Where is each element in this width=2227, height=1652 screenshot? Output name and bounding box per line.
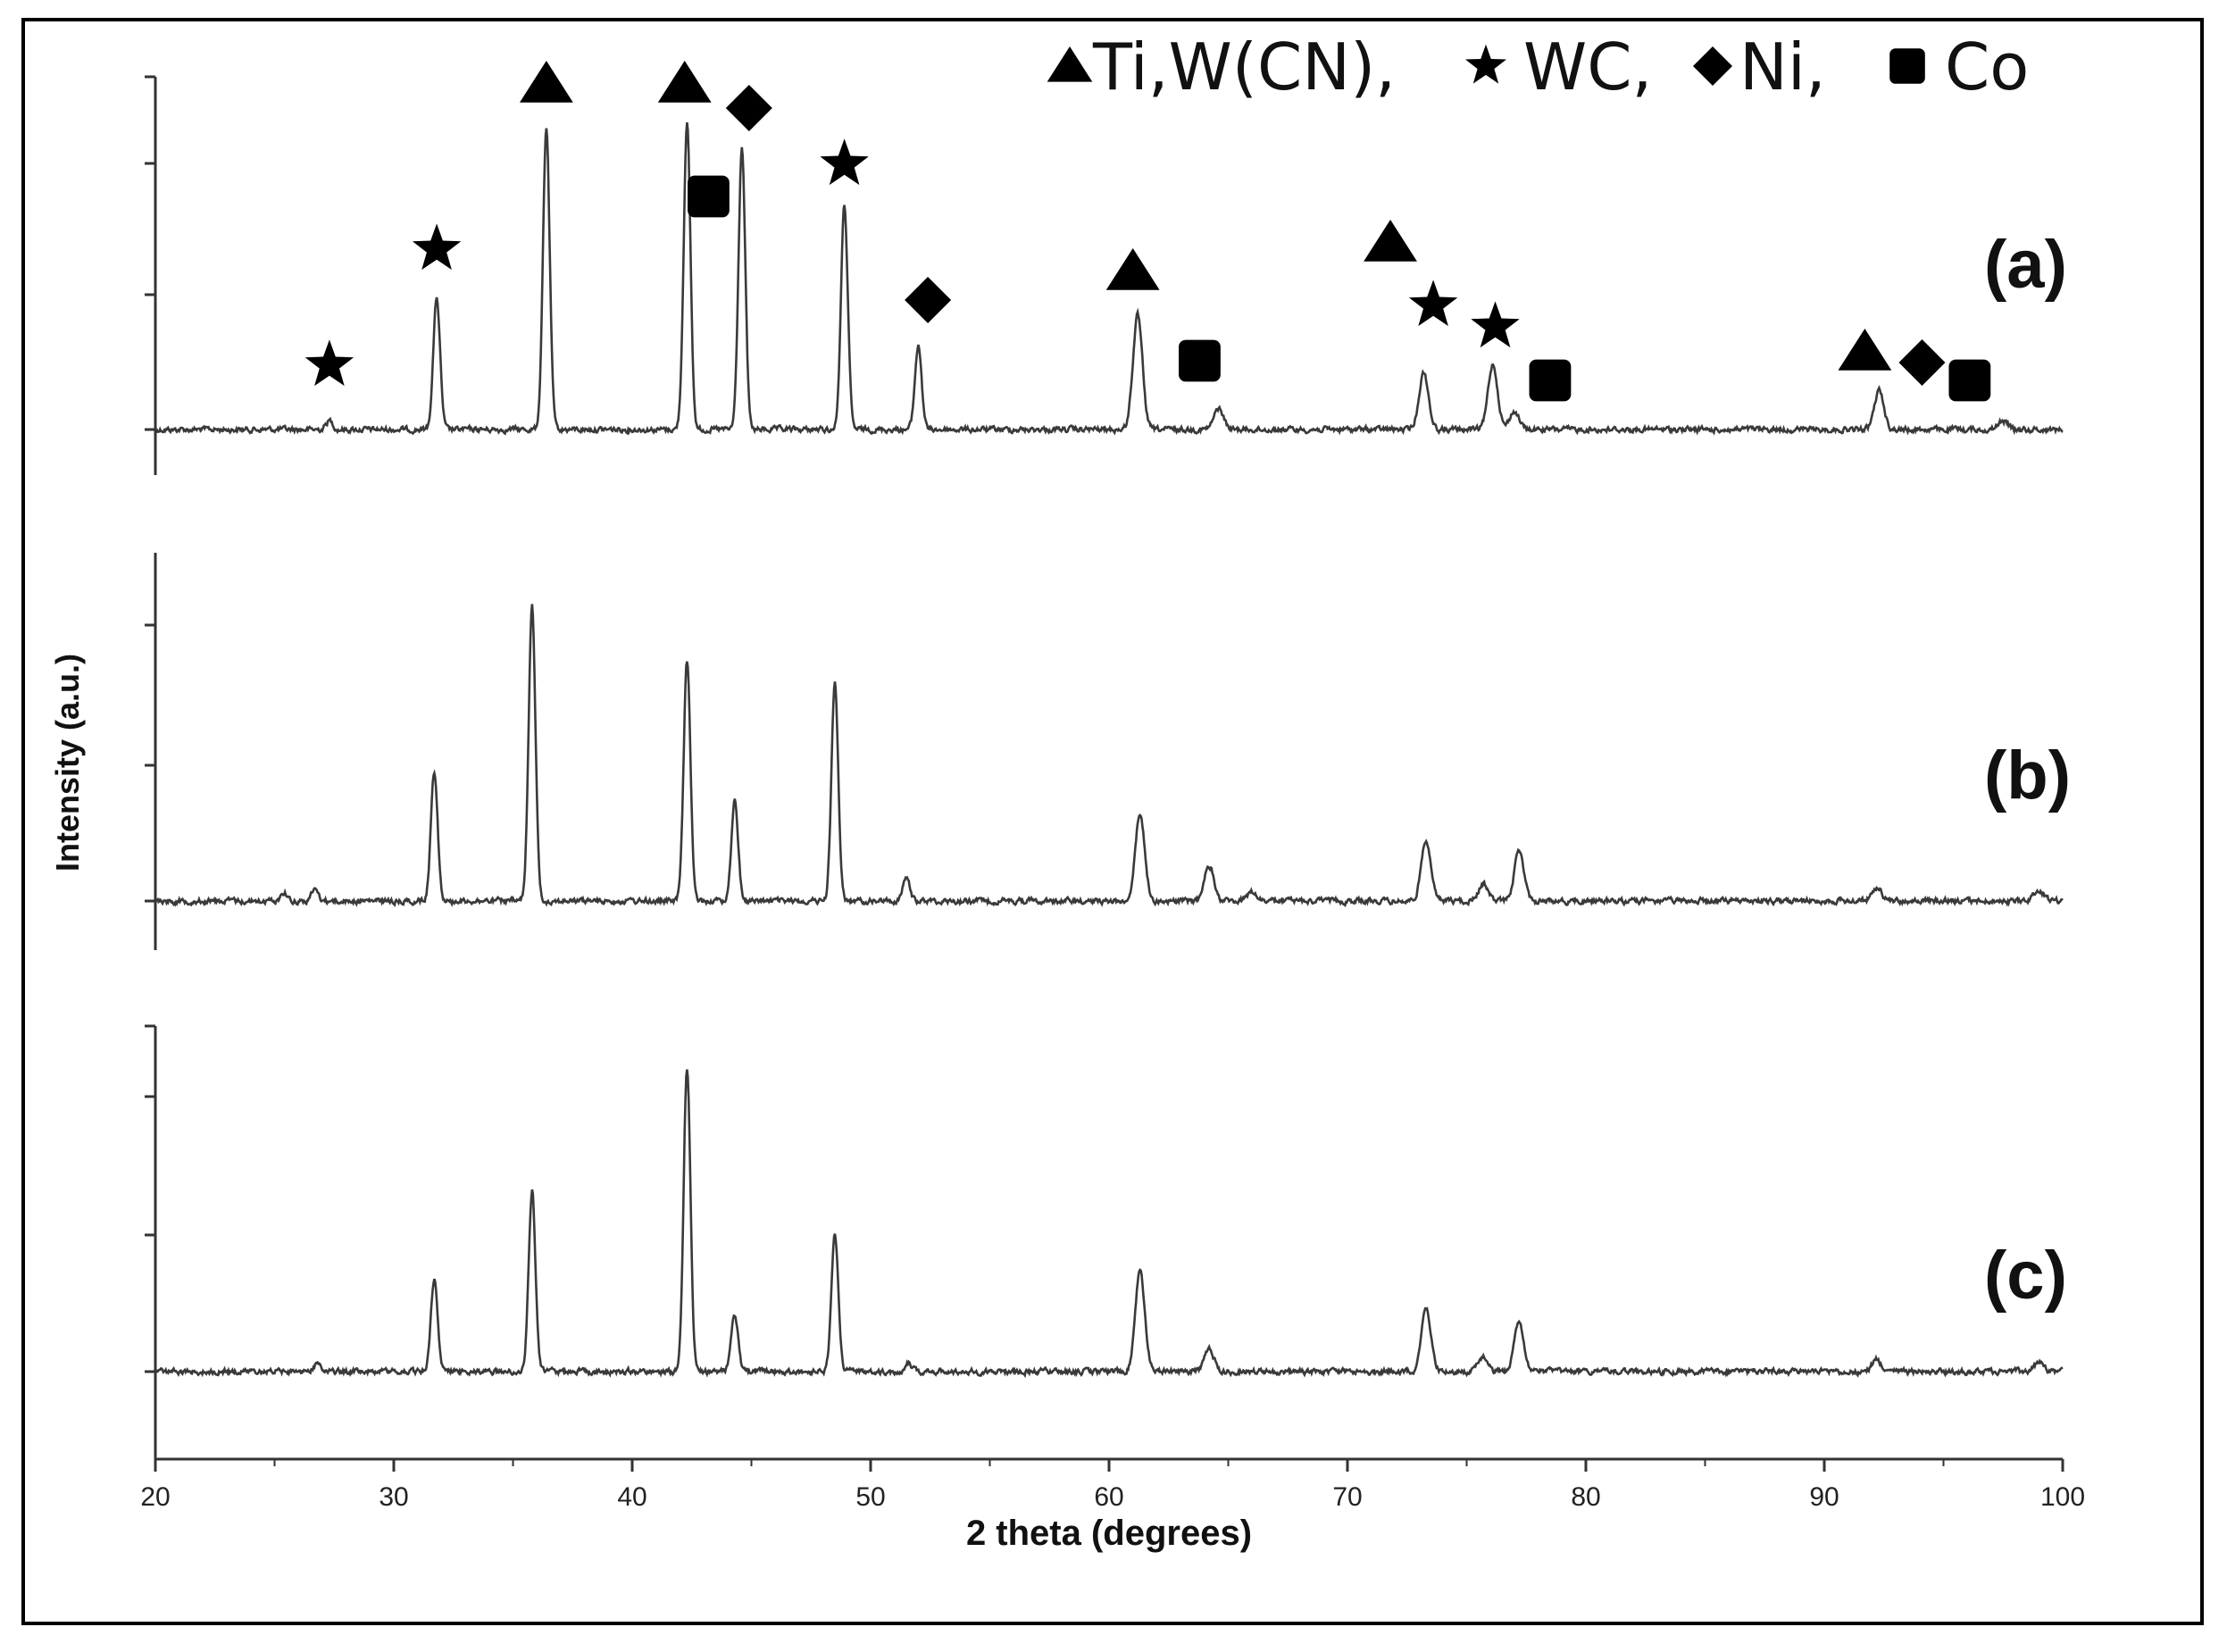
marker-star <box>1408 280 1458 327</box>
panel-label-c: (c) <box>1984 1238 2067 1314</box>
marker-diamond <box>725 85 772 131</box>
marker-star <box>1471 301 1520 348</box>
x-tick-label: 60 <box>1094 1482 1123 1512</box>
marker-star <box>820 138 869 186</box>
marker-star <box>412 223 462 271</box>
triangle-glyph <box>1047 46 1093 82</box>
xrd-trace-b <box>154 604 2064 908</box>
x-tick-label: 50 <box>855 1482 885 1512</box>
marker-diamond <box>905 277 952 323</box>
marker-square <box>688 175 730 218</box>
marker-triangle <box>1838 329 1892 371</box>
legend-label-co: Co <box>1945 29 2029 104</box>
x-axis-title: 2 theta (degrees) <box>966 1514 1252 1553</box>
traces <box>154 121 2064 1379</box>
panel-label-b: (b) <box>1984 738 2071 813</box>
x-tick-label: 70 <box>1332 1482 1362 1512</box>
xrd-chart: Ti,W(CN), WC, Ni, Co (a) (b) (c) 2 theta… <box>49 29 2085 1553</box>
legend: Ti,W(CN), WC, Ni, Co <box>1047 29 2029 104</box>
marker-triangle <box>1105 248 1160 290</box>
legend-diamond-icon <box>1693 46 1732 86</box>
x-tick-label: 100 <box>2040 1482 2085 1512</box>
legend-star-icon <box>1465 44 1506 84</box>
x-tick-label: 20 <box>140 1482 170 1512</box>
diamond-glyph <box>1693 46 1732 86</box>
legend-label-wc: WC, <box>1523 29 1652 104</box>
panel-label-a: (a) <box>1984 227 2067 303</box>
marker-triangle <box>519 61 573 103</box>
y-axis-title: Intensity (a.u.) <box>49 654 86 872</box>
square-glyph <box>1889 48 1925 84</box>
x-tick-label: 80 <box>1571 1482 1600 1512</box>
marker-star <box>304 339 354 387</box>
legend-label-ticn: Ti,W(CN), <box>1092 29 1396 104</box>
marker-square <box>1948 359 1991 402</box>
marker-square <box>1179 339 1221 382</box>
x-tick-label: 40 <box>617 1482 646 1512</box>
legend-triangle-icon <box>1047 46 1093 82</box>
legend-square-icon <box>1889 48 1925 84</box>
phase-markers <box>304 61 1991 402</box>
x-tick-label: 30 <box>379 1482 408 1512</box>
marker-diamond <box>1898 339 1946 386</box>
figure-frame: Ti,W(CN), WC, Ni, Co (a) (b) (c) 2 theta… <box>21 18 2204 1625</box>
x-tick-label: 90 <box>1809 1482 1839 1512</box>
xrd-trace-a <box>154 121 2064 436</box>
xrd-trace-c <box>154 1069 2064 1379</box>
axes: 20 30 40 50 60 70 80 90 100 <box>140 75 2085 1512</box>
star-glyph <box>1465 44 1506 84</box>
marker-square <box>1529 359 1572 402</box>
marker-triangle <box>657 61 712 103</box>
legend-label-ni: Ni, <box>1739 29 1826 104</box>
marker-triangle <box>1364 220 1417 262</box>
